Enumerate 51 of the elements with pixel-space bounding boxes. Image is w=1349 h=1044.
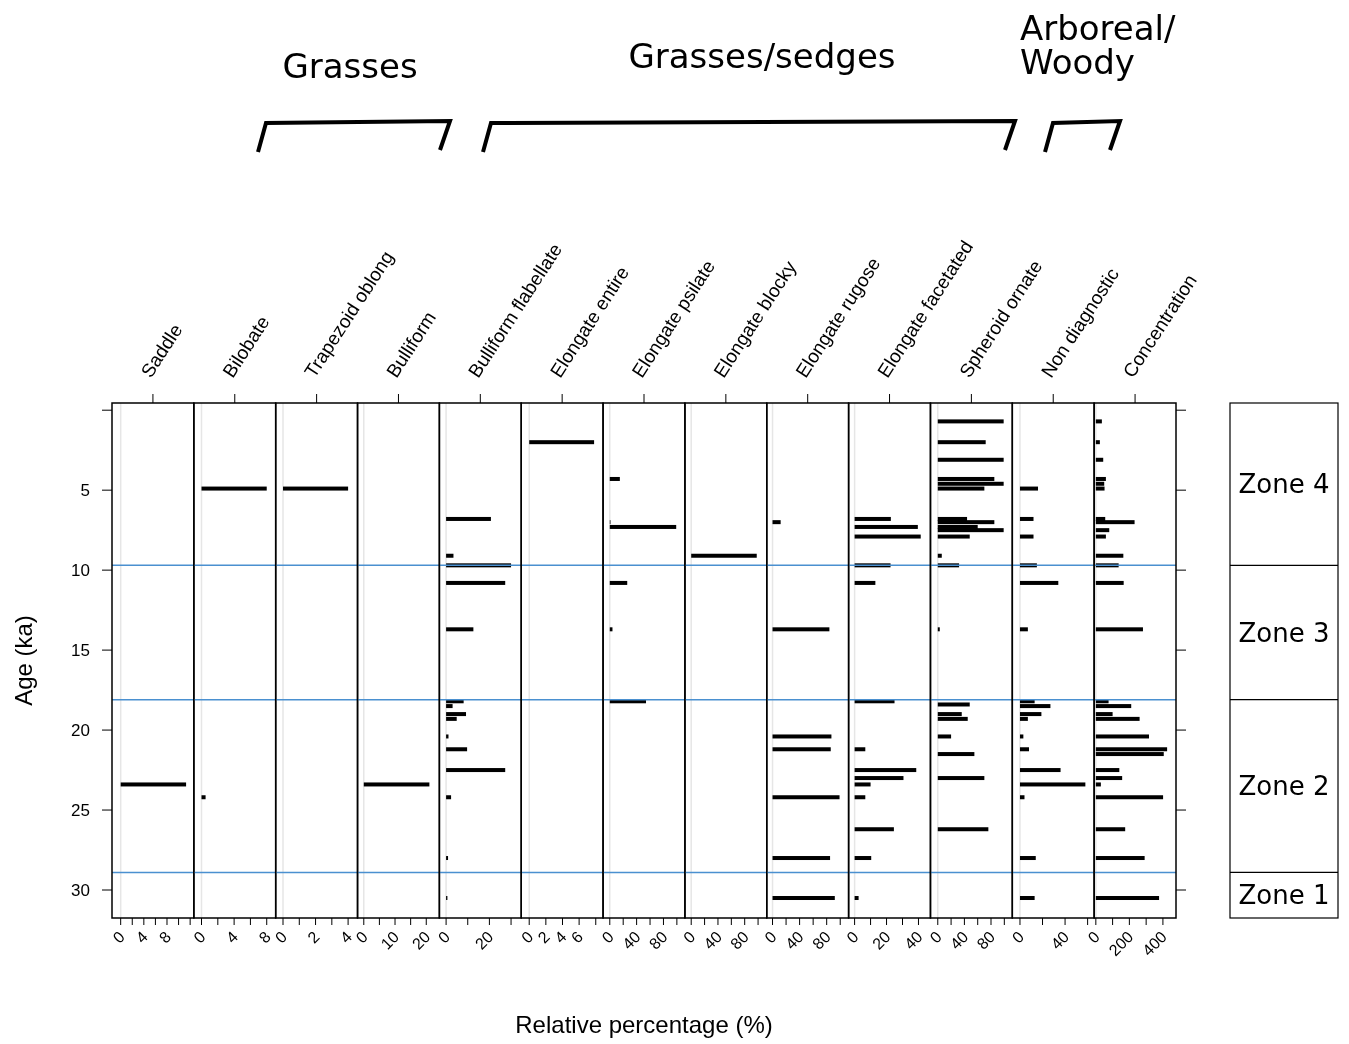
x-tick-label: 0 xyxy=(680,928,699,947)
x-tick-label: 0 xyxy=(761,928,780,947)
x-axis-title: Relative percentage (%) xyxy=(515,1011,773,1038)
x-tick-label: 80 xyxy=(645,928,671,953)
x-tick-label: 80 xyxy=(809,928,834,953)
x-tick-label: 40 xyxy=(1047,928,1073,953)
y-tick-label: 25 xyxy=(71,800,90,820)
x-tick-label: 0 xyxy=(518,928,537,947)
x-tick-label: 0 xyxy=(843,928,862,947)
x-tick-label: 0 xyxy=(109,928,128,947)
y-tick-label: 10 xyxy=(71,561,90,581)
x-tick-label: 0 xyxy=(271,928,291,947)
x-tick-label: 40 xyxy=(700,928,726,953)
x-tick-label: 0 xyxy=(434,928,454,947)
x-tick-label: 40 xyxy=(619,928,644,953)
text: Arboreal/ Woody xyxy=(1020,8,1177,82)
x-tick-label: 40 xyxy=(901,928,926,953)
x-tick-label: 40 xyxy=(946,928,972,953)
x-tick-label: 10 xyxy=(377,928,403,953)
x-tick-label: 20 xyxy=(408,928,434,953)
text: Zone 3 xyxy=(1238,617,1330,648)
x-tick-label: 80 xyxy=(727,928,752,953)
x-tick-label: 0 xyxy=(1084,928,1104,947)
x-tick-label: 6 xyxy=(567,928,587,947)
x-tick-label: 20 xyxy=(471,928,497,953)
x-tick-label: 4 xyxy=(222,928,242,947)
x-tick-label: 0 xyxy=(926,928,945,947)
y-tick-label: 5 xyxy=(80,481,90,501)
x-tick-label: 400 xyxy=(1139,928,1171,959)
text: Zone 1 xyxy=(1238,880,1330,911)
x-tick-label: 8 xyxy=(255,928,274,947)
x-tick-label: 4 xyxy=(551,928,570,947)
x-tick-label: 2 xyxy=(534,928,554,947)
text: Zone 2 xyxy=(1238,771,1330,802)
x-tick-label: 0 xyxy=(598,928,617,947)
x-tick-label: 200 xyxy=(1105,928,1137,959)
x-tick-label: 4 xyxy=(132,928,152,947)
x-tick-label: 2 xyxy=(304,928,323,947)
x-tick-label: 20 xyxy=(869,928,894,953)
y-tick-label: 30 xyxy=(71,880,90,900)
x-tick-label: 40 xyxy=(782,928,807,953)
x-tick-label: 0 xyxy=(1008,928,1028,947)
y-axis-title: Age (ka) xyxy=(10,615,37,706)
x-tick-label: 0 xyxy=(190,928,209,947)
text: Zone 4 xyxy=(1238,469,1330,500)
text: Grasses/sedges xyxy=(628,36,896,76)
x-tick-label: 8 xyxy=(155,928,175,947)
y-tick-label: 20 xyxy=(71,721,90,741)
x-tick-label: 80 xyxy=(973,928,999,953)
y-tick-label: 15 xyxy=(71,641,90,661)
text: Grasses xyxy=(282,46,418,86)
